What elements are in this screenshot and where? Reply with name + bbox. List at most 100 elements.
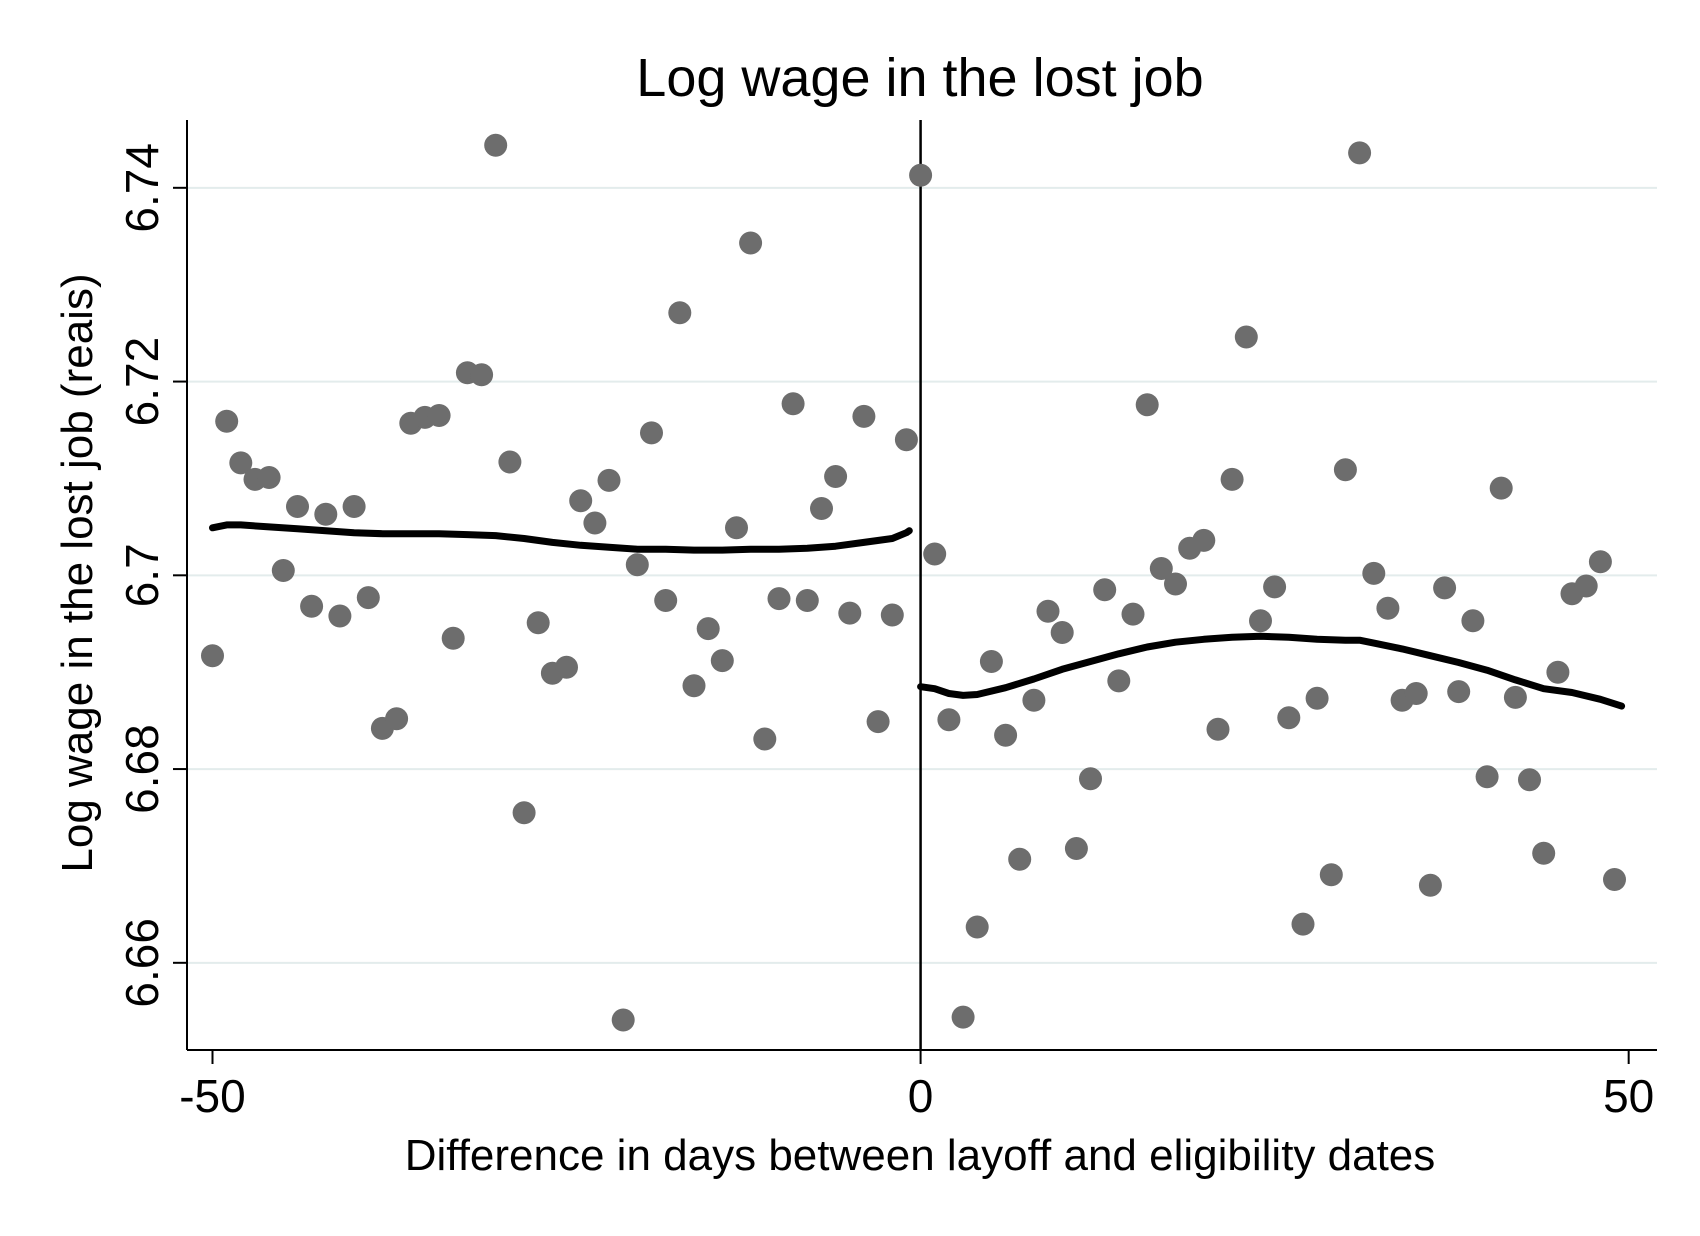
data-point [781, 392, 805, 416]
data-point [1249, 609, 1272, 633]
data-point [866, 710, 890, 734]
data-point [994, 723, 1018, 747]
data-point [753, 727, 777, 751]
data-point [767, 587, 791, 611]
data-point [271, 559, 295, 582]
data-point [739, 231, 763, 255]
data-point [909, 163, 933, 187]
data-point [795, 589, 819, 612]
y-tick-label: 6.7 [116, 543, 168, 607]
data-point [838, 601, 862, 625]
data-point [1518, 768, 1541, 792]
data-point [1574, 574, 1598, 598]
fit-line-left [209, 521, 913, 554]
data-point [894, 428, 918, 452]
data-point [625, 553, 649, 577]
data-point [385, 707, 409, 731]
data-point [852, 404, 876, 428]
data-point [215, 409, 239, 433]
data-point [1376, 596, 1400, 620]
tick-labels: 6.66 6.68 6.7 6.72 6.74 -50 0 50 [116, 143, 1654, 1122]
data-point [1079, 767, 1102, 791]
data-point [1503, 685, 1527, 709]
chart-title: Log wage in the lost job [636, 48, 1203, 108]
data-point [1121, 602, 1145, 626]
data-point [640, 421, 663, 445]
grid-lines [187, 186, 1657, 964]
data-point [356, 586, 380, 610]
data-point [725, 516, 748, 540]
data-point [1050, 621, 1074, 644]
data-point [937, 708, 961, 732]
data-point [1220, 467, 1244, 491]
axes [173, 120, 1657, 1064]
data-point [1362, 561, 1386, 585]
data-point [1036, 599, 1060, 623]
data-point [300, 594, 324, 618]
data-point [1008, 847, 1032, 871]
data-points [201, 133, 1626, 1032]
data-point [597, 468, 621, 492]
data-point [427, 404, 451, 427]
data-point [810, 497, 833, 520]
data-point [824, 465, 848, 488]
data-point [1404, 682, 1428, 705]
data-point [286, 495, 309, 518]
data-point [470, 363, 494, 387]
data-point [1022, 688, 1046, 712]
y-axis-title: Log wage in the lost job (reais) [53, 273, 102, 872]
data-point [1588, 550, 1612, 574]
data-point [1319, 863, 1343, 887]
data-point [1277, 706, 1301, 730]
data-point [484, 133, 508, 157]
data-point [314, 502, 338, 526]
data-point [682, 674, 706, 698]
data-point [611, 1008, 635, 1032]
data-point [923, 542, 947, 566]
y-tick-label: 6.66 [116, 918, 168, 1008]
data-point [1489, 476, 1513, 500]
fit-lines [209, 521, 1626, 710]
data-point [1603, 868, 1626, 891]
data-point [229, 451, 253, 475]
data-point [654, 589, 678, 612]
data-point [1291, 912, 1315, 936]
data-point [1461, 609, 1485, 633]
data-point [710, 649, 734, 673]
data-point [1546, 660, 1570, 684]
data-point [1164, 572, 1187, 596]
data-point [1475, 765, 1499, 789]
data-point [569, 489, 593, 513]
data-point [441, 626, 465, 650]
y-tick-label: 6.68 [116, 724, 168, 814]
data-point [1447, 680, 1471, 704]
data-point [201, 644, 224, 668]
x-tick-label: -50 [179, 1070, 245, 1122]
data-point [696, 617, 720, 641]
data-point [979, 650, 1003, 673]
data-point [1532, 841, 1556, 865]
data-point [1418, 873, 1442, 897]
data-point [1149, 557, 1173, 580]
data-point [1192, 528, 1216, 552]
x-axis-title: Difference in days between layoff and el… [405, 1131, 1436, 1180]
data-point [555, 655, 578, 679]
data-point [951, 1005, 975, 1029]
y-tick-label: 6.74 [116, 143, 168, 233]
data-point [526, 611, 550, 635]
data-point [1206, 717, 1230, 741]
data-point [1333, 458, 1357, 482]
data-point [668, 301, 692, 325]
data-point [498, 450, 522, 474]
data-point [1263, 575, 1287, 599]
data-point [583, 511, 607, 535]
data-point [1348, 141, 1372, 165]
data-point [1064, 837, 1088, 860]
data-point [512, 801, 536, 825]
data-point [342, 495, 366, 518]
data-point [965, 915, 989, 939]
fit-line-right [917, 632, 1626, 710]
data-point [257, 466, 281, 489]
y-tick-label: 6.72 [116, 337, 168, 427]
